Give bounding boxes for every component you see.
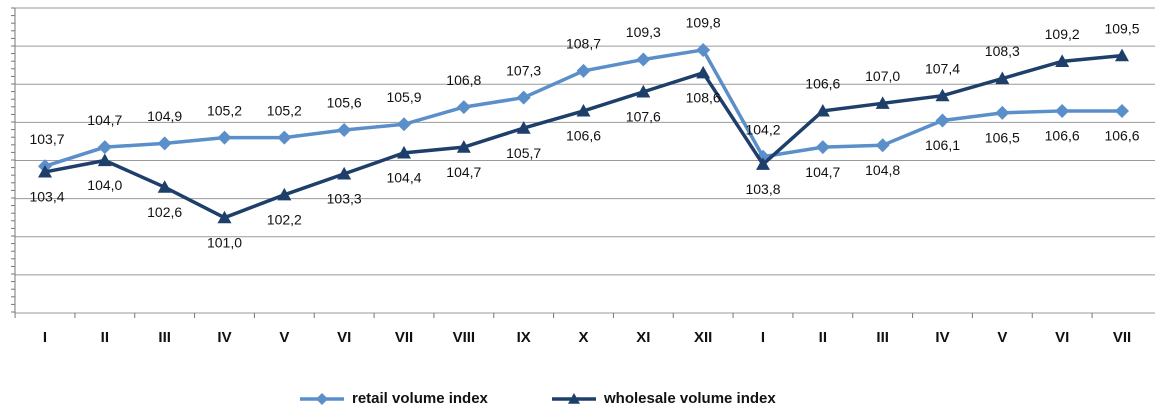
point [815, 103, 830, 117]
x-tick-label: V [997, 329, 1007, 346]
point [397, 117, 411, 132]
point [277, 130, 292, 145]
data-label: 105,2 [207, 102, 242, 118]
point [316, 393, 328, 405]
point [516, 90, 531, 105]
point [935, 88, 950, 102]
data-label: 108,7 [566, 36, 601, 52]
point [337, 123, 352, 137]
x-tick-label: VII [1113, 329, 1131, 346]
point [875, 96, 890, 109]
x-tick-label: X [578, 329, 588, 346]
data-label: 104,7 [446, 164, 481, 180]
data-label: 106,8 [446, 72, 481, 88]
data-label: 109,5 [1104, 20, 1139, 36]
point [815, 140, 830, 155]
data-label: 104,4 [386, 170, 421, 186]
x-tick-label: XII [694, 329, 712, 346]
point [1055, 54, 1070, 67]
point [516, 121, 531, 134]
x-tick-label: I [43, 329, 47, 346]
x-tick-label: VII [395, 329, 413, 346]
x-tick-label: IX [517, 329, 531, 346]
point [576, 103, 591, 117]
data-label: 107,3 [506, 62, 541, 78]
data-label: 106,6 [1104, 128, 1139, 144]
x-tick-label: VIII [453, 329, 476, 346]
point [97, 153, 112, 167]
point [636, 52, 651, 67]
data-label: 109,8 [686, 15, 721, 31]
data-label: 104,2 [745, 121, 780, 137]
data-label: 107,6 [626, 109, 661, 125]
data-label: 107,0 [865, 68, 900, 84]
data-label: 104,0 [87, 177, 122, 193]
point [217, 130, 232, 145]
x-tick-label: V [279, 329, 289, 346]
x-tick-label: III [876, 329, 889, 346]
data-label: 106,6 [1045, 128, 1080, 144]
data-label: 103,4 [29, 189, 64, 205]
x-tick-label: IV [217, 329, 231, 346]
data-label: 104,9 [147, 108, 182, 124]
point [277, 187, 292, 201]
data-label: 103,3 [327, 191, 362, 207]
point [568, 393, 580, 404]
point [935, 113, 950, 128]
data-label: 105,9 [386, 89, 421, 105]
data-label: 101,0 [207, 234, 242, 250]
point [636, 84, 651, 98]
data-label: 102,2 [267, 212, 302, 228]
point [696, 42, 711, 57]
point [995, 105, 1010, 120]
x-tick-label: VI [1055, 329, 1069, 346]
point [756, 157, 770, 170]
data-label: 105,2 [267, 102, 302, 118]
x-tick-label: II [819, 329, 827, 346]
point [38, 164, 52, 178]
x-tick-label: VI [337, 329, 351, 346]
point [337, 166, 352, 180]
point [995, 71, 1010, 85]
legend-label: wholesale volume index [603, 390, 776, 407]
data-label: 102,6 [147, 204, 182, 220]
data-label: 106,6 [566, 128, 601, 144]
data-label: 106,6 [805, 76, 840, 92]
data-label: 105,7 [506, 145, 541, 161]
x-tick-label: XI [636, 329, 650, 346]
data-label: 109,3 [626, 24, 661, 40]
data-label: 109,2 [1045, 26, 1080, 42]
point [875, 138, 890, 153]
x-tick-label: IV [935, 329, 949, 346]
point [157, 180, 172, 193]
data-label: 103,8 [745, 181, 780, 197]
data-label: 104,7 [805, 164, 840, 180]
data-label: 106,1 [925, 137, 960, 153]
data-label: 103,7 [29, 131, 64, 147]
data-label: 108,6 [686, 90, 721, 106]
point [217, 210, 232, 224]
point [157, 136, 172, 151]
point [456, 140, 471, 153]
data-label: 104,8 [865, 162, 900, 178]
data-label: 104,7 [87, 112, 122, 128]
point [696, 65, 711, 79]
point [456, 100, 471, 115]
x-tick-label: II [101, 329, 109, 346]
data-label: 106,5 [985, 130, 1020, 146]
point [1115, 48, 1129, 62]
legend-label: retail volume index [352, 390, 489, 407]
point [97, 140, 112, 155]
point [1055, 103, 1070, 118]
point [1115, 103, 1129, 118]
data-label: 107,4 [925, 60, 960, 76]
x-tick-label: III [158, 329, 171, 346]
data-label: 108,3 [985, 43, 1020, 59]
point [576, 63, 591, 78]
point [397, 145, 411, 159]
data-label: 105,6 [327, 95, 362, 111]
x-tick-label: I [761, 329, 765, 346]
